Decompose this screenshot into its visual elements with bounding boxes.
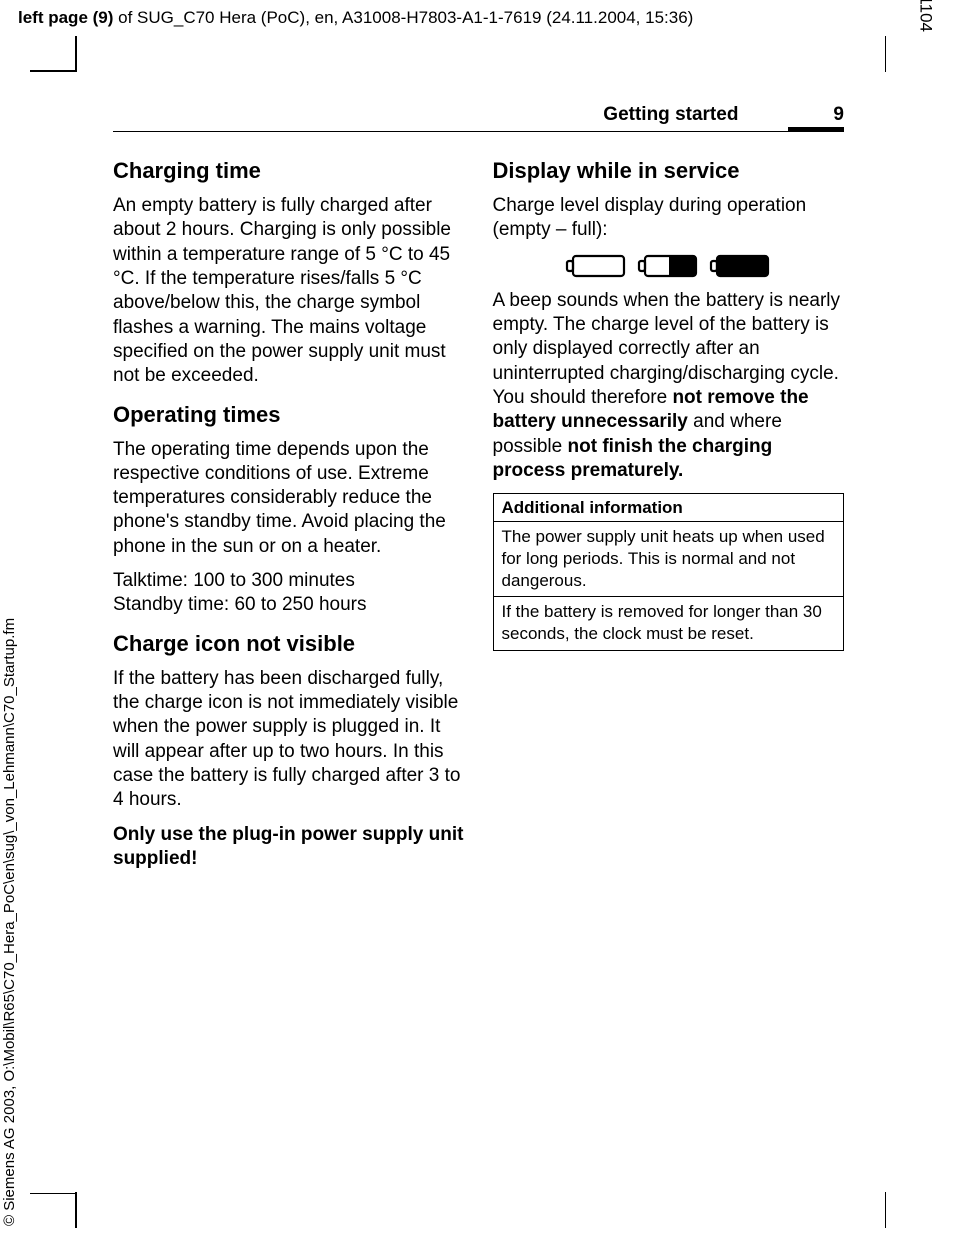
left-column: Charging time An empty battery is fully … [113,150,465,881]
heading-charging-time: Charging time [113,158,465,184]
body-text: An empty battery is fully charged after … [113,194,465,389]
battery-level-icons [493,253,845,279]
heading-display-service: Display while in service [493,158,845,184]
battery-half-icon [637,253,699,279]
doc-meta-header: left page (9) of SUG_C70 Hera (PoC), en,… [18,8,693,28]
crop-mark [30,1193,75,1195]
talktime-line: Talktime: 100 to 300 minutes [113,570,355,591]
crop-mark [30,70,75,72]
body-text: If the battery has been discharged fully… [113,667,465,813]
info-box-title: Additional information [494,494,844,522]
info-box-cell: The power supply unit heats up when used… [494,522,844,597]
side-note-right: VAR Language: en; VAR issue date: 041104 [916,0,936,32]
heading-operating-times: Operating times [113,402,465,428]
body-text: Talktime: 100 to 300 minutes Standby tim… [113,569,465,618]
standby-line: Standby time: 60 to 250 hours [113,594,367,615]
info-box-cell: If the battery is removed for longer tha… [494,597,844,650]
crop-mark [75,36,77,72]
battery-empty-icon [565,253,627,279]
side-note-left: © Siemens AG 2003, O:\Mobil\R65\C70_Hera… [1,618,18,1226]
crop-mark [885,36,887,72]
content: Charging time An empty battery is fully … [113,150,844,881]
doc-meta-bold: left page (9) [18,8,113,27]
warning-text: Only use the plug-in power supply unit s… [113,823,465,872]
heading-charge-icon: Charge icon not visible [113,631,465,657]
additional-info-box: Additional information The power supply … [493,493,845,651]
header-rule-thick [788,127,844,131]
right-column: Display while in service Charge level di… [493,150,845,881]
body-text: Charge level display during operation (e… [493,194,845,243]
crop-mark [75,1192,77,1228]
body-text: The operating time depends upon the resp… [113,438,465,560]
page-number: 9 [833,104,844,126]
running-head: Getting started [603,104,738,126]
page-header: Getting started 9 [113,104,844,131]
battery-full-icon [709,253,771,279]
crop-mark [885,1192,887,1228]
doc-meta-rest: of SUG_C70 Hera (PoC), en, A31008-H7803-… [113,8,693,27]
body-text: A beep sounds when the battery is nearly… [493,289,845,484]
header-rule [113,131,844,132]
